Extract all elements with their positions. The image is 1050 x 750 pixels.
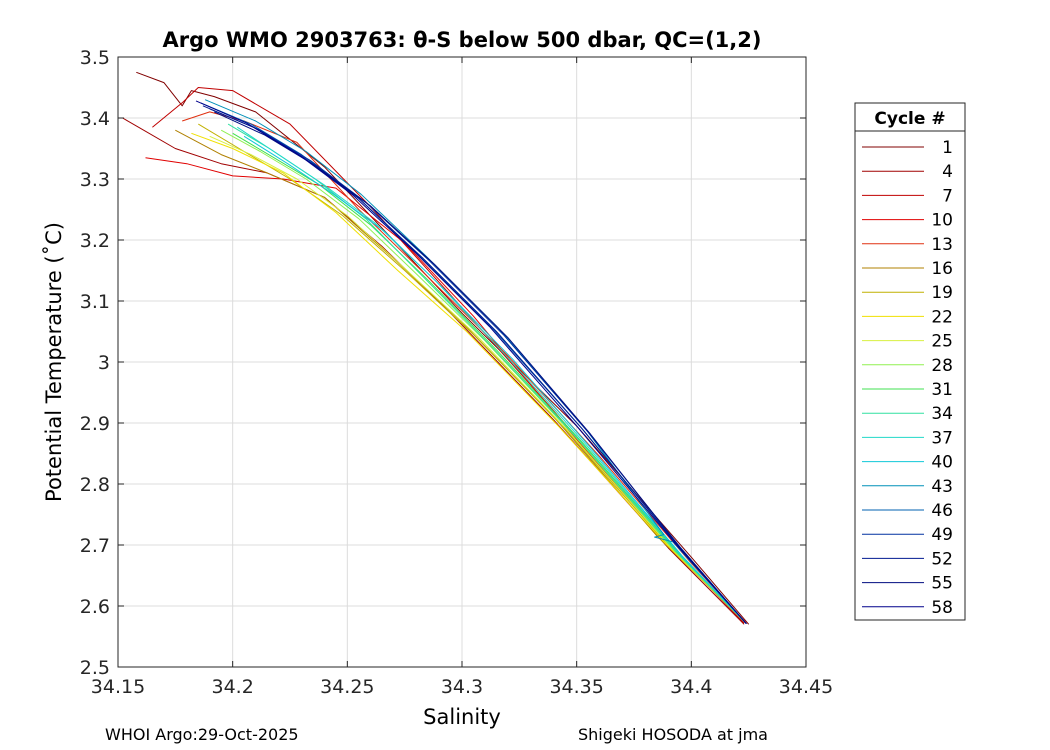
y-tick-label: 2.5 [80, 657, 110, 679]
series-line-cycle-58 [195, 100, 747, 625]
legend-label-52: 52 [931, 549, 953, 569]
legend-label-43: 43 [931, 477, 953, 497]
legend-label-37: 37 [931, 428, 953, 448]
y-tick-label: 3.2 [80, 230, 110, 252]
y-tick-label: 3.1 [80, 291, 110, 313]
legend-title: Cycle # [874, 109, 945, 129]
footer-right-credit: Shigeki HOSODA at jma [578, 725, 768, 744]
footer-left-credit: WHOI Argo:29-Oct-2025 [105, 725, 299, 744]
y-axis-ticks: 2.5 2.6 2.7 2.8 2.9 3 3.1 3.2 3.3 3.4 3.5 [80, 47, 806, 679]
y-tick-label: 2.9 [80, 413, 110, 435]
legend-label-58: 58 [931, 598, 953, 618]
x-tick-label: 34.3 [441, 676, 483, 698]
legend-label-13: 13 [931, 235, 953, 255]
x-tick-label: 34.4 [670, 676, 712, 698]
series-line-cycle-25 [209, 135, 747, 625]
y-axis-label: Potential Temperature (˚C) [42, 222, 66, 502]
legend-label-55: 55 [931, 574, 953, 594]
y-tick-label: 2.6 [80, 596, 110, 618]
x-tick-label: 34.2 [212, 676, 254, 698]
legend-label-19: 19 [931, 283, 953, 303]
legend-label-10: 10 [931, 211, 953, 231]
y-tick-label: 3 [98, 352, 110, 374]
series-line-cycle-19 [198, 123, 747, 625]
legend-label-40: 40 [931, 453, 953, 473]
legend-label-7: 7 [942, 186, 953, 206]
series-line-cycle-22 [191, 132, 747, 625]
x-tick-label: 34.25 [320, 676, 374, 698]
legend-label-34: 34 [931, 404, 953, 424]
y-tick-label: 3.5 [80, 47, 110, 69]
legend-label-1: 1 [942, 138, 953, 158]
legend-label-4: 4 [942, 162, 953, 182]
x-axis-label: Salinity [423, 705, 501, 729]
legend-label-28: 28 [931, 356, 953, 376]
series-line-cycle-31 [232, 132, 747, 625]
legend-label-22: 22 [931, 307, 953, 327]
legend-label-16: 16 [931, 259, 953, 279]
y-tick-label: 2.7 [80, 535, 110, 557]
legend-label-25: 25 [931, 332, 953, 352]
y-tick-label: 3.4 [80, 108, 110, 130]
series-line-cycle-40 [243, 135, 747, 625]
x-tick-label: 34.15 [91, 676, 145, 698]
y-tick-label: 3.3 [80, 169, 110, 191]
legend-label-31: 31 [931, 380, 953, 400]
series-line-cycle-55 [214, 111, 747, 625]
x-axis-ticks: 34.15 34.2 34.25 34.3 34.35 34.4 34.45 [91, 57, 833, 698]
x-tick-label: 34.35 [549, 676, 603, 698]
chart-title: Argo WMO 2903763: θ-S below 500 dbar, QC… [163, 28, 762, 52]
series-line-cycle-28 [220, 129, 747, 625]
x-tick-label: 34.45 [779, 676, 833, 698]
legend: Cycle # 1 4 7 10 13 16 19 22 25 28 31 34 37 40 43 46 49 5… [854, 102, 966, 621]
legend-label-46: 46 [931, 501, 953, 521]
legend-entries: 1 4 7 10 13 16 19 22 25 28 31 34 37 40 43 46 49 52 55 58 [862, 138, 953, 618]
series-lines [122, 71, 750, 625]
legend-label-49: 49 [931, 525, 953, 545]
y-tick-label: 2.8 [80, 474, 110, 496]
